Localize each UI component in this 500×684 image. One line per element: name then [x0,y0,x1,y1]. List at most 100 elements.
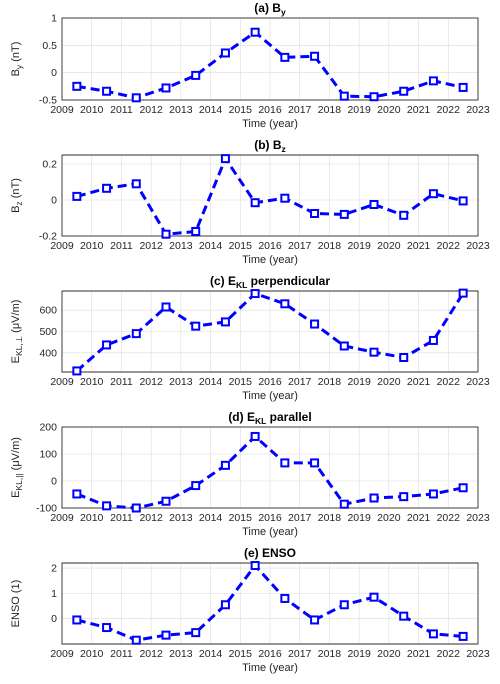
data-point-marker [369,347,379,357]
data-point-marker [399,210,409,220]
x-tick-label: 2023 [466,648,490,660]
x-tick-label: 2022 [437,512,461,524]
data-point-marker [131,179,141,189]
data-point-marker [72,366,82,376]
x-tick-label: 2018 [318,512,342,524]
data-point-marker [369,200,379,209]
data-point-marker [369,592,379,602]
data-point-marker [102,86,112,96]
data-point-marker [428,629,438,639]
data-point-marker [220,154,230,164]
x-tick-label: 2016 [258,104,282,116]
x-tick-label: 2019 [347,648,371,660]
x-tick-label: 2012 [139,376,163,388]
x-tick-label: 2013 [169,376,193,388]
plot-frame [61,426,479,509]
x-tick-label: 2022 [437,240,461,252]
x-tick-label: 2014 [199,240,223,252]
y-tick-label: 0.2 [42,159,57,171]
x-tick-label: 2020 [377,648,401,660]
x-tick-label: 2013 [169,648,193,660]
data-point-marker [131,93,141,103]
data-point-marker [161,630,171,640]
data-point-marker [161,83,171,93]
x-tick-label: 2019 [347,376,371,388]
data-point-marker [250,198,260,208]
y-tick-label: 0 [51,613,57,625]
data-point-marker [280,458,290,468]
x-tick-label: 2023 [466,240,490,252]
data-point-marker [310,615,320,625]
data-point-marker [428,489,438,499]
data-point-marker [458,196,468,206]
x-tick-label: 2018 [318,104,342,116]
data-point-marker [250,431,260,441]
data-point-marker [220,317,230,327]
x-tick-label: 2011 [110,512,133,524]
chart-panel-3: (d) EKL parallel 2009 2010 2011 2012 2013 2014… [10,410,490,538]
data-point-marker [399,611,409,621]
chart-panel-0: (a) By 2009 2010 2011 2012 2013 2014 2015 2016 20… [10,1,490,130]
data-point-marker [428,335,438,345]
y-tick-label: 2 [51,563,57,575]
data-point-marker [191,481,201,491]
data-point-marker [369,493,379,503]
y-tick-label: -100 [36,503,57,515]
x-tick-label: 2019 [347,512,371,524]
x-tick-label: 2015 [229,648,253,660]
y-tick-label: 400 [39,347,57,359]
y-tick-label: 1 [51,588,57,600]
data-point-marker [220,460,230,470]
x-tick-label: 2010 [80,104,104,116]
data-point-marker [339,600,349,610]
x-tick-label: 2016 [258,512,282,524]
y-axis-label: Bz (nT) [10,178,24,213]
data-point-marker [72,81,82,91]
x-tick-label: 2016 [258,240,282,252]
x-tick-label: 2018 [318,648,342,660]
x-tick-label: 2017 [288,104,312,116]
x-tick-label: 2009 [50,240,74,252]
data-point-marker [250,27,260,37]
x-tick-label: 2021 [407,648,431,660]
x-axis-label: Time (year) [242,254,298,266]
x-tick-label: 2022 [437,376,461,388]
y-tick-label: -0.2 [39,231,57,243]
y-tick-label: 600 [39,305,57,317]
x-tick-label: 2016 [258,376,282,388]
x-tick-label: 2017 [288,240,312,252]
chart-title: (e) ENSO [244,546,296,560]
data-point-marker [280,52,290,62]
data-point-marker [191,70,201,80]
data-point-marker [161,302,171,312]
y-axis-label: EKL,|| (μV/m) [10,437,24,498]
y-tick-label: 1 [51,13,57,25]
y-tick-label: -0.5 [39,95,57,107]
x-tick-label: 2010 [80,376,104,388]
x-tick-label: 2016 [258,648,282,660]
data-point-marker [399,86,409,96]
x-tick-label: 2017 [288,376,312,388]
x-tick-label: 2009 [50,512,74,524]
data-point-marker [102,183,112,193]
x-tick-label: 2020 [377,104,401,116]
y-axis-label: By (nT) [10,42,24,77]
data-point-marker [369,92,379,102]
x-tick-label: 2009 [50,104,74,116]
plot-frame [61,562,479,645]
y-tick-label: 0.5 [42,40,57,52]
x-tick-label: 2022 [437,104,461,116]
x-tick-label: 2022 [437,648,461,660]
series-line [76,155,464,236]
x-tick-label: 2011 [110,104,133,116]
plot-frame [61,290,479,373]
chart-panel-2: (c) EKL perpendicular 2009 2010 2011 2012 201… [10,274,490,402]
x-tick-label: 2009 [50,376,74,388]
data-point-marker [72,191,82,201]
data-point-marker [310,51,320,61]
series-line [75,291,465,373]
x-tick-label: 2020 [377,240,401,252]
data-point-marker [102,623,112,633]
y-axis-label: EKL,⊥ (μV/m) [10,300,24,364]
data-point-marker [339,499,349,509]
